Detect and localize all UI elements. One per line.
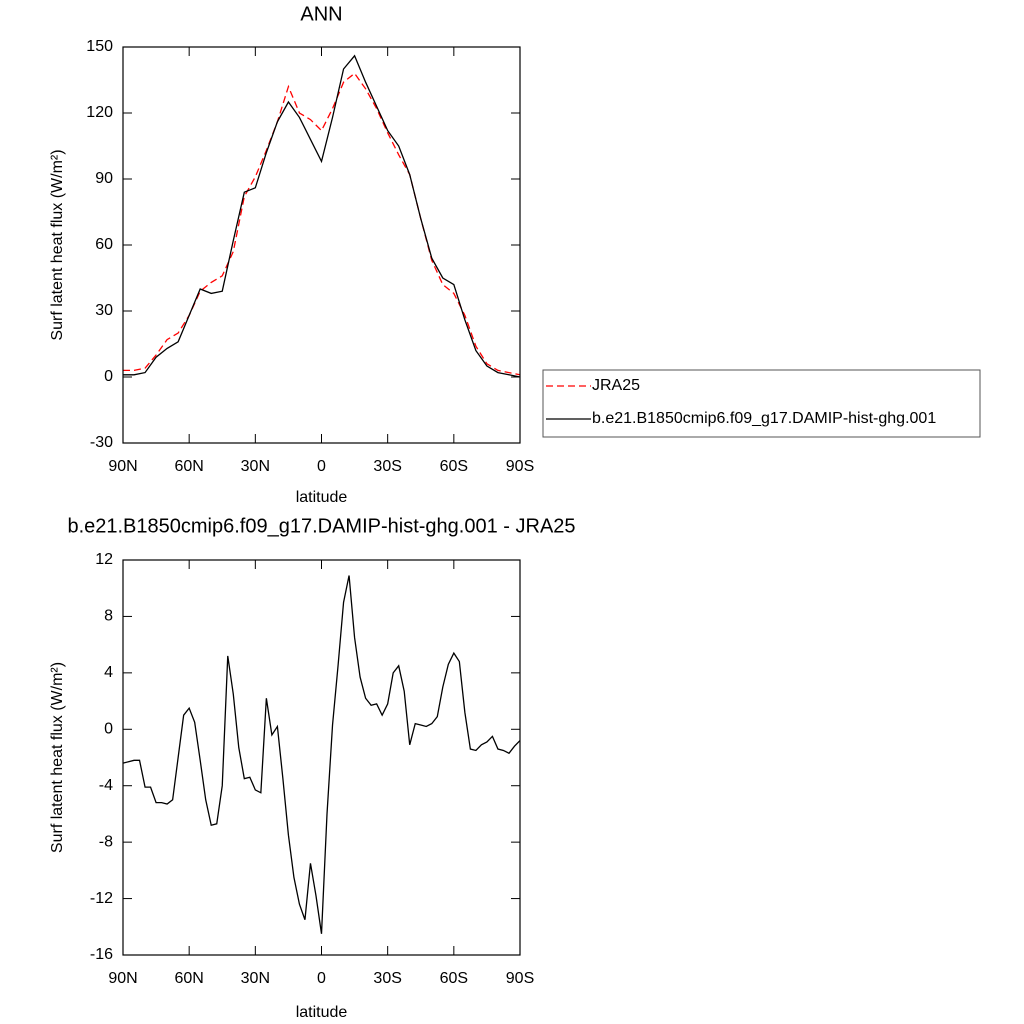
y-tick-label: 4 — [104, 664, 113, 681]
x-tick-label: 90S — [506, 970, 534, 987]
chart-title: ANN — [300, 3, 342, 25]
y-tick-label: -8 — [99, 833, 113, 850]
y-tick-label: 0 — [104, 368, 113, 385]
y-tick-label: 60 — [95, 236, 113, 253]
y-tick-label: 0 — [104, 721, 113, 738]
legend-label: b.e21.B1850cmip6.f09_g17.DAMIP-hist-ghg.… — [592, 410, 936, 427]
x-axis-label: latitude — [296, 1004, 348, 1021]
y-tick-label: -16 — [90, 946, 113, 963]
plot-frame — [122, 46, 521, 444]
chart-title: b.e21.B1850cmip6.f09_g17.DAMIP-hist-ghg.… — [67, 515, 575, 537]
x-tick-label: 90S — [506, 458, 534, 475]
plot-frame — [122, 559, 521, 956]
data-line — [122, 575, 521, 934]
x-tick-label: 0 — [317, 458, 326, 475]
x-tick-label: 30S — [373, 458, 401, 475]
x-tick-label: 60N — [174, 458, 203, 475]
y-tick-label: -12 — [90, 890, 113, 907]
x-tick-label: 90N — [108, 970, 137, 987]
legend-label: JRA25 — [592, 377, 640, 394]
y-tick-label: 90 — [95, 170, 113, 187]
x-tick-label: 0 — [317, 970, 326, 987]
x-axis-label: latitude — [296, 489, 348, 506]
x-tick-label: 30S — [373, 970, 401, 987]
legend-box — [542, 369, 981, 438]
y-tick-label: 150 — [86, 38, 113, 55]
data-line — [123, 54, 521, 378]
y-tick-label: 120 — [86, 104, 113, 121]
x-tick-label: 60S — [440, 970, 468, 987]
x-tick-label: 90N — [108, 458, 137, 475]
y-tick-label: -4 — [99, 777, 113, 794]
x-tick-label: 30N — [241, 458, 270, 475]
y-axis-label: Surf latent heat flux (W/m²) — [49, 662, 66, 853]
x-tick-label: 60S — [440, 458, 468, 475]
y-tick-label: 12 — [95, 551, 113, 568]
y-tick-label: 30 — [95, 302, 113, 319]
y-tick-label: -30 — [90, 434, 113, 451]
y-tick-label: 8 — [104, 608, 113, 625]
x-tick-label: 60N — [174, 970, 203, 987]
y-axis-label: Surf latent heat flux (W/m²) — [49, 149, 66, 340]
x-tick-label: 30N — [241, 970, 270, 987]
